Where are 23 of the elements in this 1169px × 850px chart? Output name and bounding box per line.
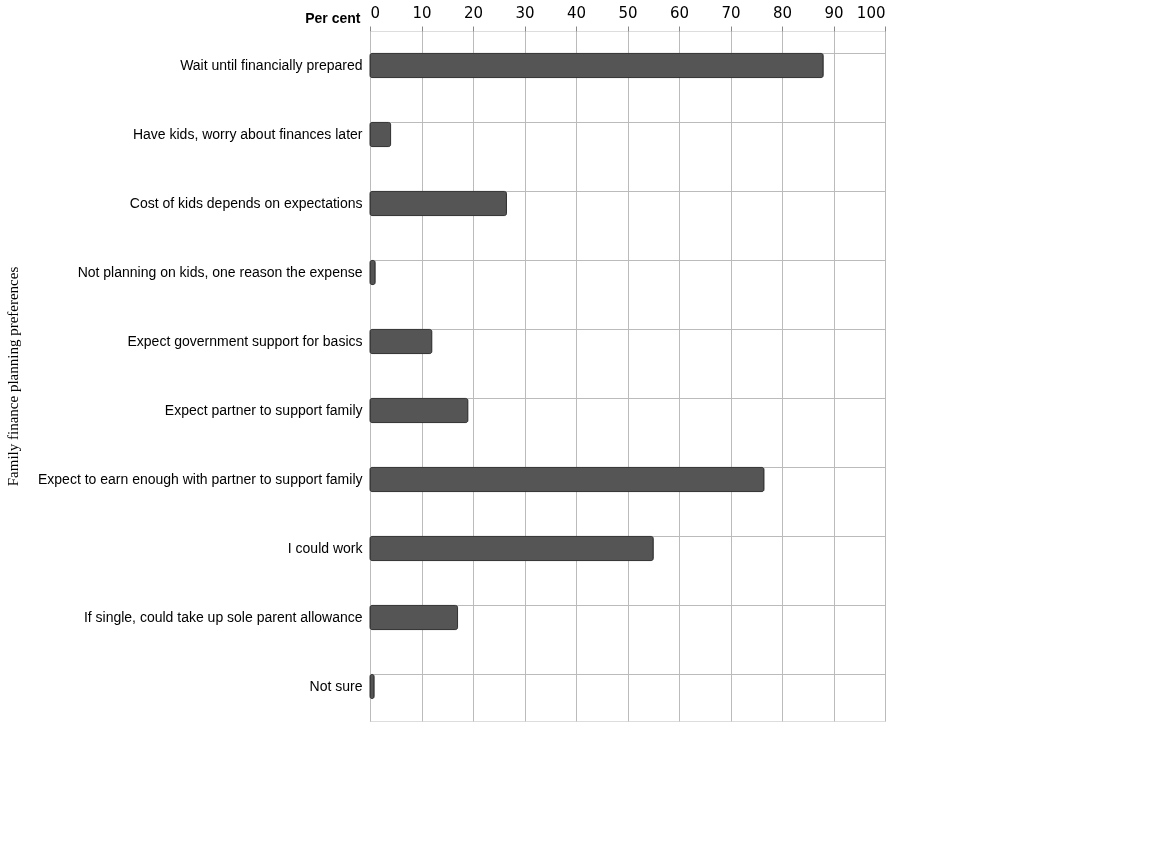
x-tick-label: 100 — [856, 3, 886, 22]
x-tick-label: 10 — [412, 3, 432, 22]
x-tick-label: 40 — [566, 3, 587, 22]
x-tick-label: 90 — [824, 3, 844, 22]
y-tick-label: Expect partner to support family — [164, 401, 363, 418]
y-tick-label: Wait until financially prepared — [180, 56, 363, 73]
x-axis-title: Per cent — [305, 9, 361, 26]
y-tick-label: Expect government support for basics — [127, 332, 363, 349]
y-tick-label: Have kids, worry about finances later — [132, 125, 363, 142]
x-tick-label: 80 — [772, 3, 793, 22]
y-axis-title: Family finance planning preferences — [4, 266, 21, 487]
y-tick-label: If single, could take up sole parent allowance — [83, 608, 363, 625]
x-tick-label: 0 — [370, 3, 381, 22]
y-tick-label: Cost of kids depends on expectations — [129, 194, 363, 211]
y-tick-label: Not sure — [309, 677, 363, 694]
y-tick-label: Expect to earn enough with partner to support family — [37, 470, 363, 487]
x-tick-label: 50 — [618, 3, 638, 22]
x-tick-label: 70 — [721, 3, 741, 22]
x-tick-label: 60 — [669, 3, 690, 22]
x-tick-label: 30 — [515, 3, 535, 22]
y-tick-label: I could work — [287, 539, 364, 556]
x-tick-label: 20 — [463, 3, 484, 22]
y-tick-label: Not planning on kids, one reason the expense — [77, 263, 363, 280]
